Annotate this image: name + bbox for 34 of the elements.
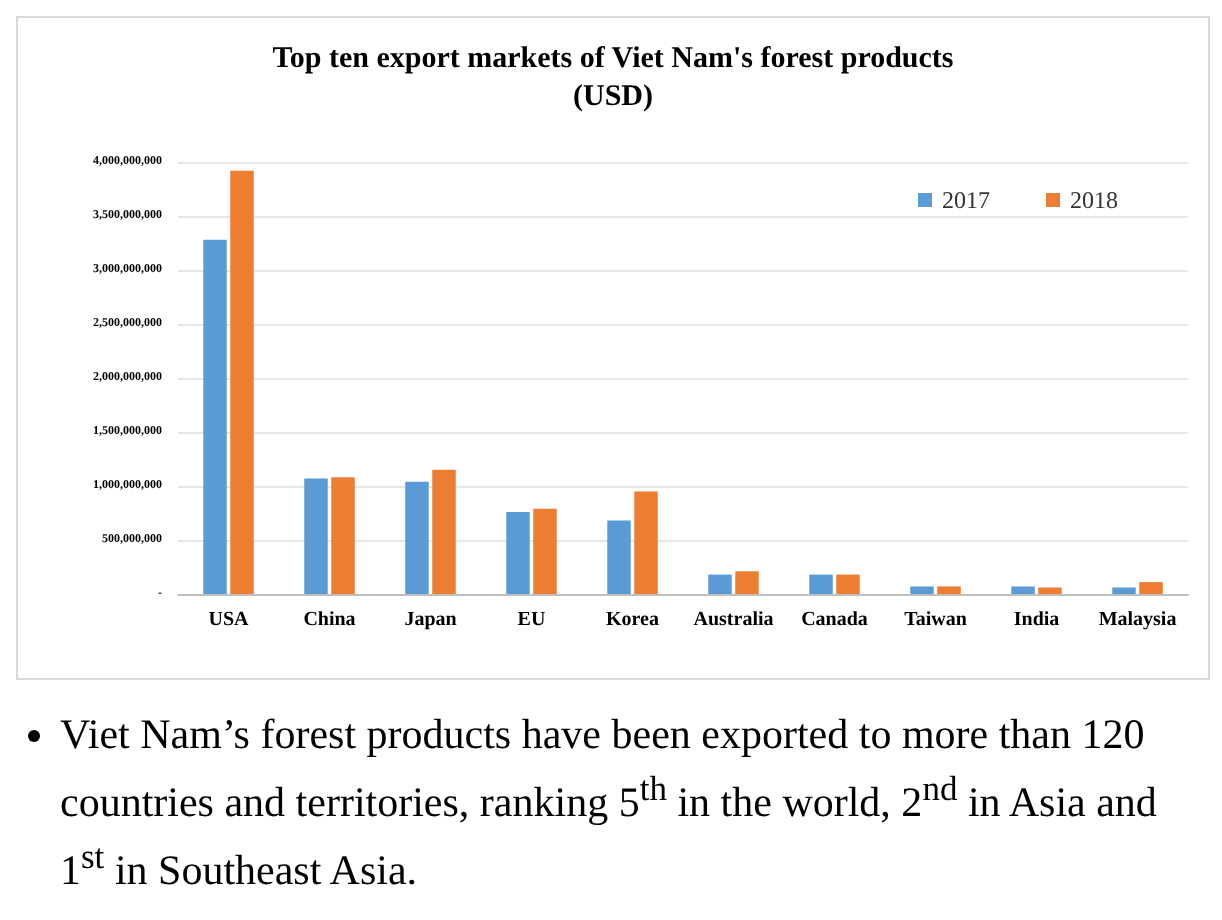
legend-label: 2018	[1070, 186, 1118, 214]
x-tick-label: Canada	[801, 609, 868, 631]
bar	[910, 586, 934, 594]
bar	[230, 170, 254, 594]
bar	[405, 481, 429, 594]
x-tick-label: Japan	[404, 609, 458, 631]
bar	[432, 469, 456, 594]
legend-label: 2017	[942, 186, 990, 214]
x-tick-label: China	[303, 609, 356, 631]
bar	[1112, 587, 1136, 594]
bar	[836, 574, 860, 594]
chart-title: Top ten export markets of Viet Nam's forest products (USD)	[272, 43, 954, 113]
bar	[937, 586, 961, 594]
x-tick-label: Malaysia	[1098, 609, 1177, 631]
bar	[533, 508, 557, 594]
bar	[1139, 582, 1163, 594]
x-tick-label: USA	[208, 609, 251, 631]
bar	[708, 574, 732, 594]
bar	[506, 511, 530, 594]
bar	[1011, 586, 1035, 594]
bar	[203, 239, 227, 594]
x-tick-label: Australia	[693, 609, 774, 631]
x-tick-label: Korea	[606, 609, 659, 631]
text: Viet Nam’s forest products have been exported to more than 120 countries and territories, ranking 5$^{th}$ in the world, 2$^{nd}$ in Asia and 1$^{st}$ in Southeast Asia.	[60, 710, 1157, 894]
bar	[1038, 587, 1062, 594]
x-tick-label: Taiwan	[904, 609, 968, 631]
x-tick-label: India	[1013, 609, 1060, 631]
bar	[809, 574, 833, 594]
bar	[304, 478, 328, 594]
bar	[607, 520, 631, 594]
bar	[634, 491, 658, 594]
bar	[735, 571, 759, 594]
bar	[331, 477, 355, 594]
x-tick-label: EU	[517, 609, 546, 631]
